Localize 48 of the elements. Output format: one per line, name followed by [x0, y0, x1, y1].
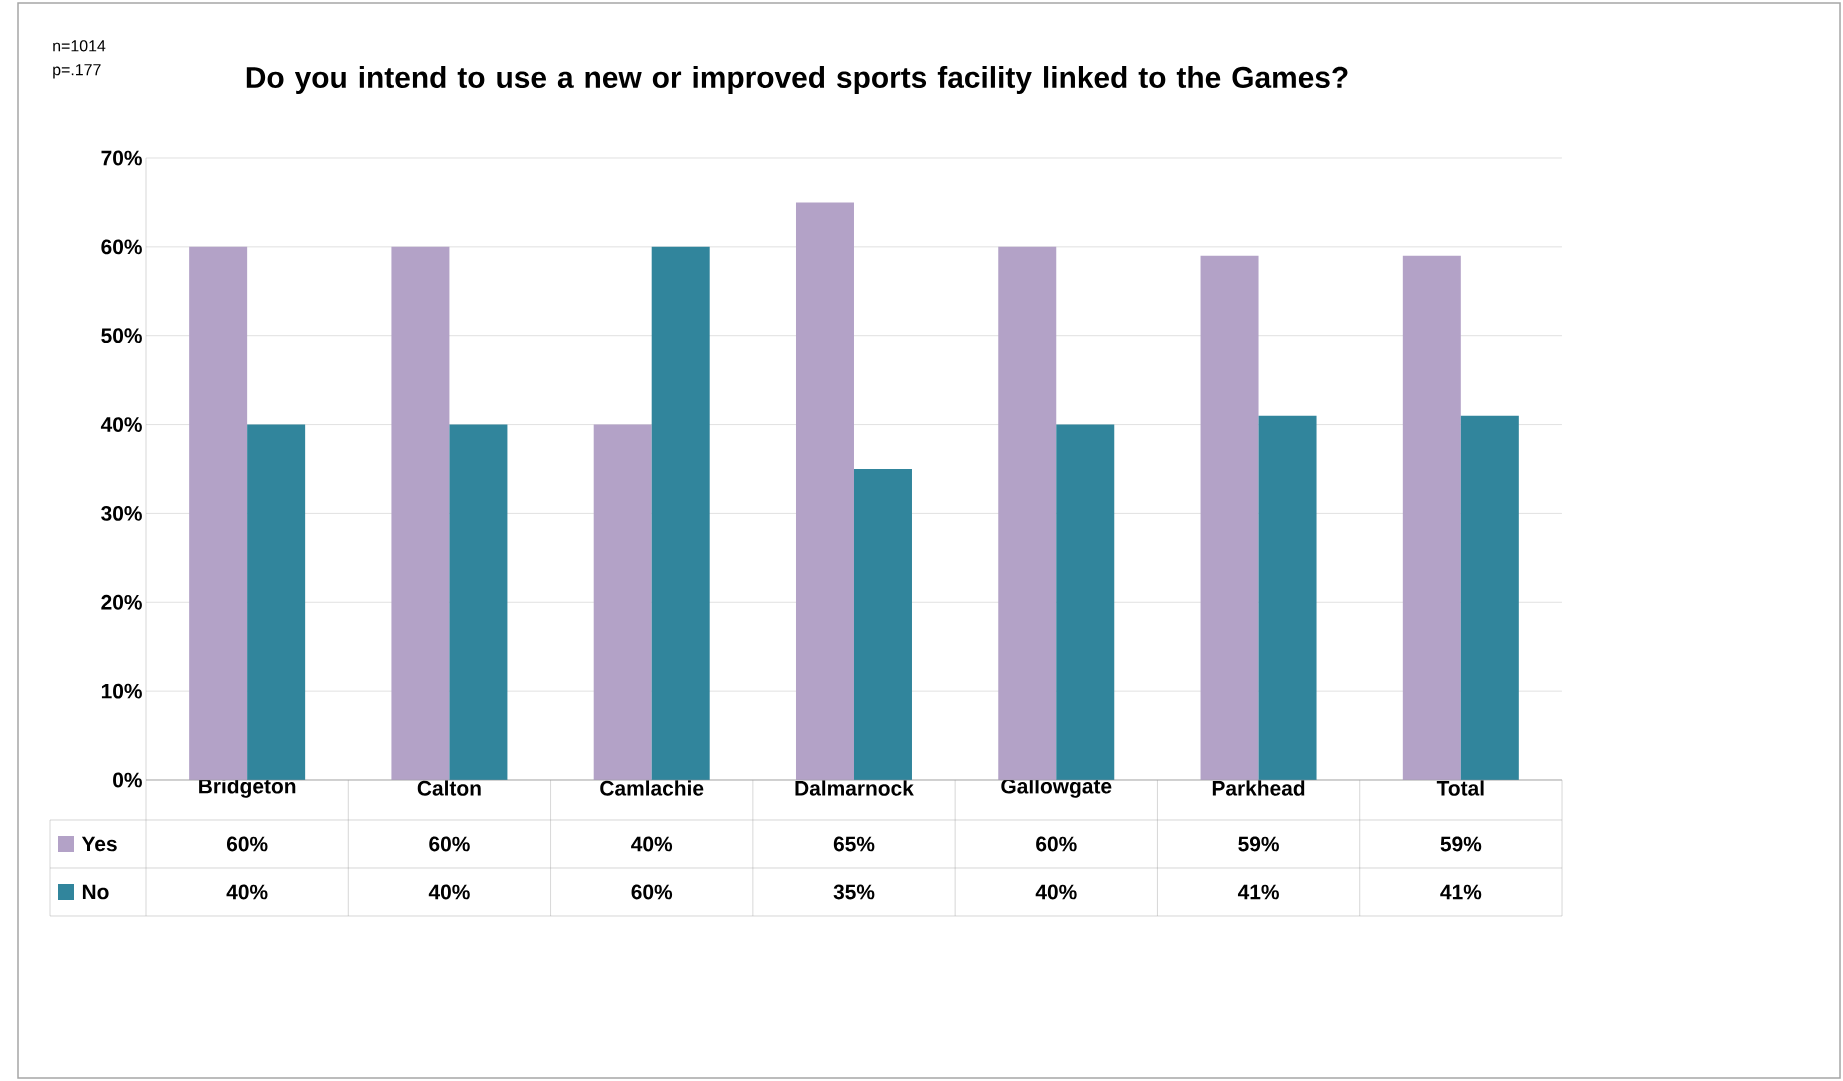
bar — [1200, 255, 1259, 780]
y-tick-label: 70% — [101, 150, 142, 166]
data-label: 60% — [226, 836, 268, 852]
x-tick-label: Calton — [417, 780, 481, 796]
y-tick-label: 0% — [113, 772, 142, 788]
x-tick-label: Camlachie — [600, 780, 704, 796]
bar — [593, 424, 652, 780]
data-label: 40% — [631, 836, 673, 852]
y-tick-label: 40% — [100, 417, 142, 432]
y-tick-label: 30% — [101, 506, 142, 521]
text: p=.177 — [53, 64, 101, 79]
bar — [1402, 255, 1461, 780]
y-tick-label: 10% — [101, 683, 142, 699]
data-label: 35% — [833, 884, 875, 900]
x-tick-label: Gallowgate — [1001, 778, 1112, 798]
bar — [651, 246, 710, 780]
data-label: 40% — [428, 884, 470, 900]
y-tick-label: 60% — [101, 239, 142, 255]
data-label: 60% — [429, 836, 470, 852]
x-tick-label: Dalmarnock — [795, 780, 914, 796]
legend-label: No — [82, 884, 109, 900]
y-tick-label: 50% — [101, 328, 142, 344]
x-tick-label: Total — [1436, 780, 1484, 796]
bar — [1258, 415, 1317, 780]
chart-title: Do you intend to use a new or improved sports facility linked to the Games? — [246, 66, 1348, 94]
bar — [189, 246, 248, 780]
data-label: 41% — [1237, 884, 1279, 900]
bar — [1460, 415, 1519, 780]
x-tick-label: Parkhead — [1212, 780, 1305, 796]
bar — [998, 246, 1057, 780]
bar — [1056, 424, 1115, 780]
data-label: 40% — [226, 884, 268, 900]
data-label: 60% — [631, 884, 673, 900]
data-label: 65% — [833, 836, 875, 852]
x-tick-label: Bridgeton — [199, 778, 296, 798]
data-label: 60% — [1036, 836, 1077, 852]
y-tick-label: 20% — [101, 594, 142, 610]
bar — [795, 202, 854, 780]
data-label: 41% — [1440, 884, 1482, 900]
data-label: 59% — [1440, 836, 1482, 852]
bar — [449, 424, 508, 780]
text: n=1014 — [53, 40, 106, 52]
data-label: 40% — [1035, 884, 1077, 900]
bar — [853, 468, 912, 780]
data-label: 59% — [1238, 836, 1279, 852]
bar — [391, 246, 450, 780]
legend-label: Yes — [81, 836, 117, 852]
bar — [247, 424, 306, 780]
